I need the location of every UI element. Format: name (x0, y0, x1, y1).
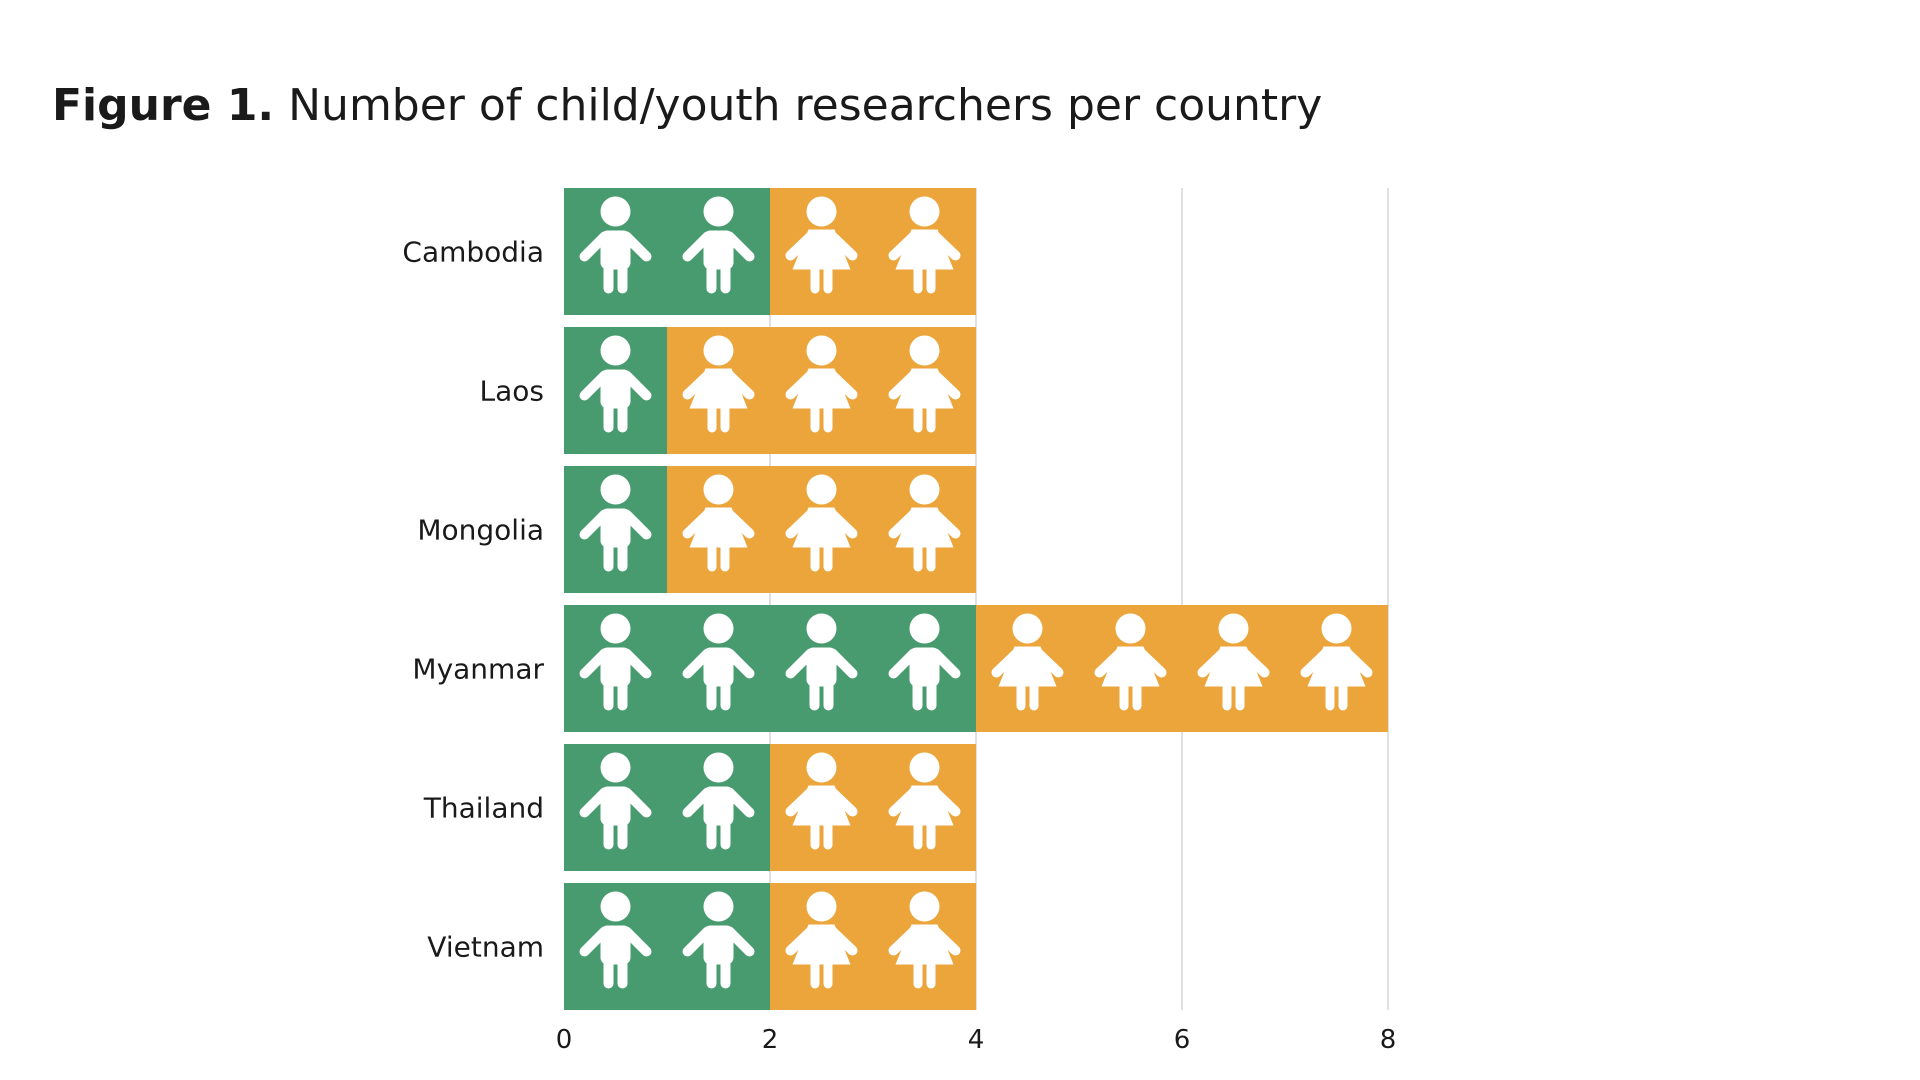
category-label-myanmar: Myanmar (412, 653, 544, 686)
category-label-vietnam: Vietnam (427, 931, 544, 964)
girl-icon (991, 613, 1064, 711)
girl-icon (1300, 613, 1373, 711)
bar-thailand-boys (564, 744, 770, 871)
x-axis-ticks: 0 2 4 6 8 (556, 1025, 1397, 1055)
boy-icon (888, 613, 961, 711)
icons (579, 196, 1373, 989)
girl-icon (888, 335, 961, 433)
boy-icon (579, 335, 652, 433)
boy-icon (682, 613, 755, 711)
bar-vietnam-boys (564, 883, 770, 1010)
chart-title-text: Number of child/youth researchers per co… (274, 80, 1323, 131)
girl-icon (888, 196, 961, 294)
x-tick-label: 8 (1380, 1025, 1397, 1055)
girl-icon (888, 891, 961, 989)
x-tick-label: 0 (556, 1025, 573, 1055)
bar-cambodia-boys (564, 188, 770, 315)
category-label-mongolia: Mongolia (417, 514, 544, 547)
boy-icon (579, 752, 652, 850)
boy-icon (579, 474, 652, 572)
girl-icon (682, 335, 755, 433)
chart-title-prefix: Figure 1. (52, 80, 275, 131)
girl-icon (888, 474, 961, 572)
girl-icon (785, 752, 858, 850)
girl-icon (785, 335, 858, 433)
x-tick-label: 4 (968, 1025, 985, 1055)
girl-icon (785, 891, 858, 989)
category-labels: Cambodia Laos Mongolia Myanmar Thailand Vietn… (402, 236, 544, 964)
girl-icon (682, 474, 755, 572)
boy-icon (682, 891, 755, 989)
boy-icon (579, 891, 652, 989)
boy-icon (579, 613, 652, 711)
girl-icon (785, 474, 858, 572)
x-tick-label: 2 (762, 1025, 779, 1055)
boy-icon (682, 752, 755, 850)
gridlines (769, 188, 1389, 1010)
boy-icon (579, 196, 652, 294)
x-tick-label: 6 (1174, 1025, 1191, 1055)
girl-icon (1094, 613, 1167, 711)
boy-icon (682, 196, 755, 294)
chart-title: Figure 1. Number of child/youth research… (52, 80, 1322, 131)
girl-icon (888, 752, 961, 850)
category-label-thailand: Thailand (423, 792, 544, 825)
category-label-cambodia: Cambodia (402, 236, 544, 269)
girl-icon (1197, 613, 1270, 711)
bar-myanmar-boys (564, 605, 976, 732)
boy-icon (785, 613, 858, 711)
category-label-laos: Laos (480, 375, 544, 408)
girl-icon (785, 196, 858, 294)
